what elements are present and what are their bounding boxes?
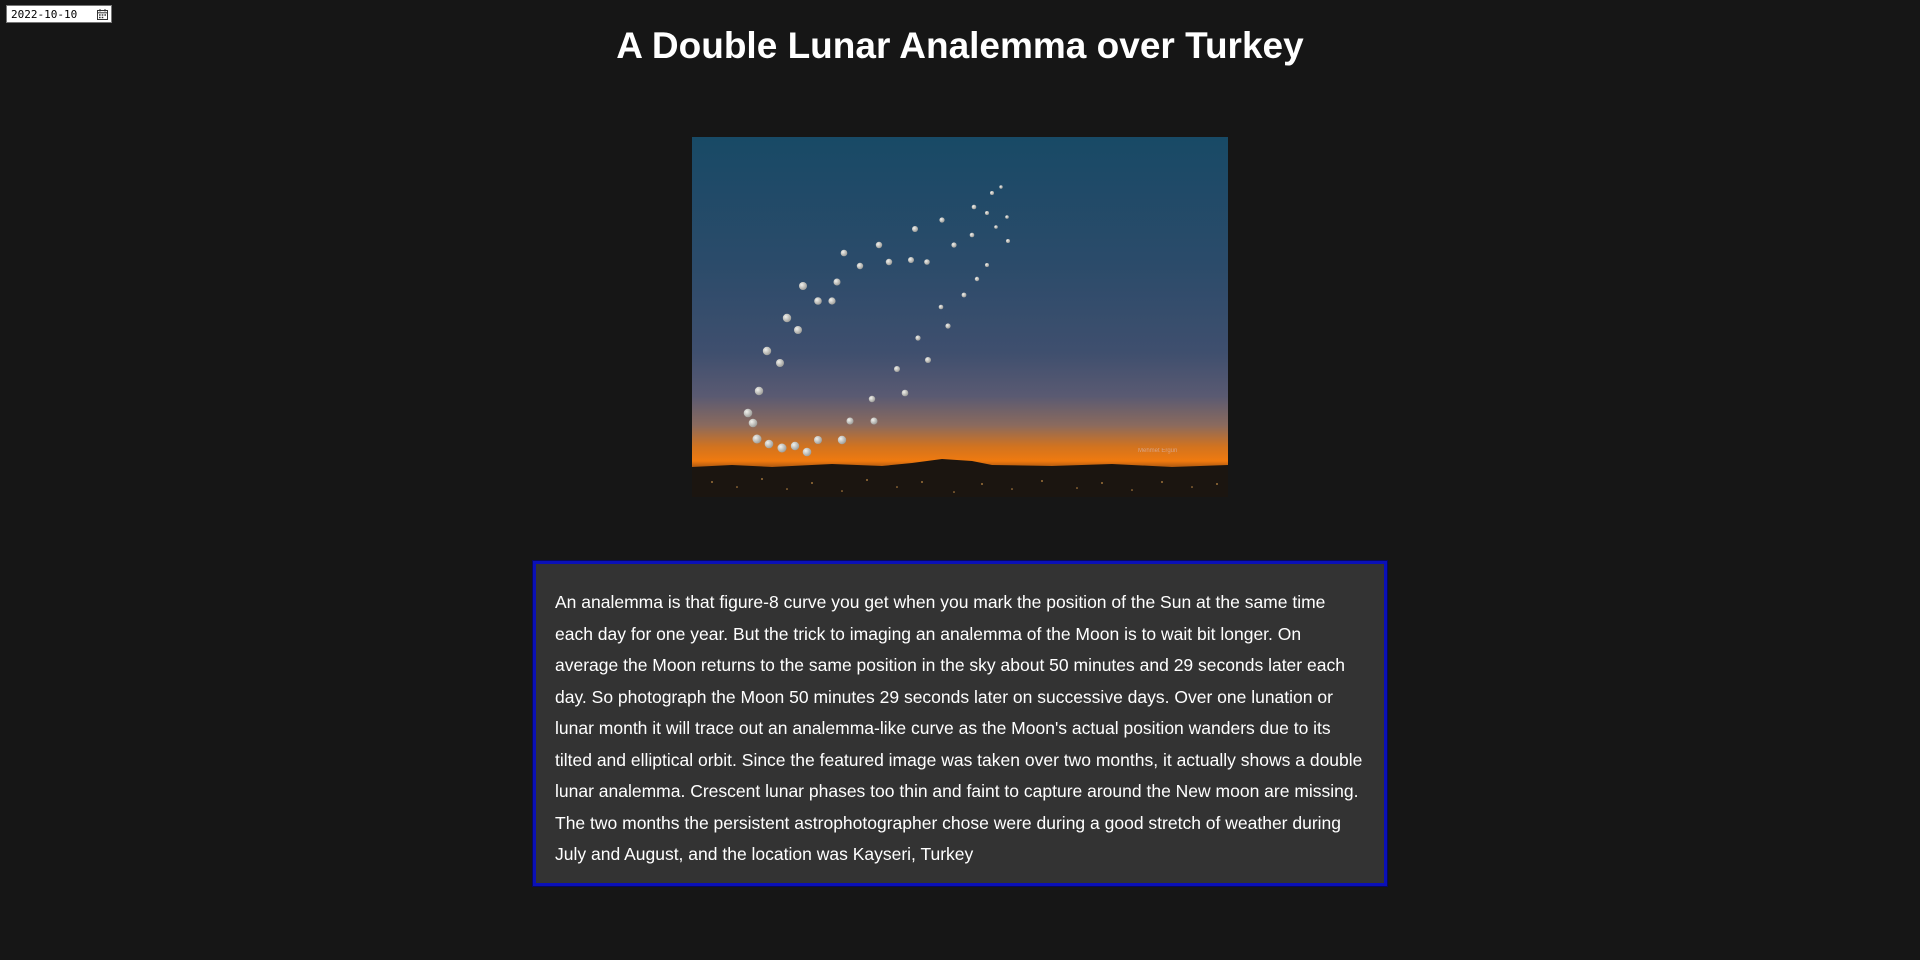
image-watermark: Mehmet Ergün — [1138, 448, 1177, 454]
city-lights — [711, 478, 1218, 493]
calendar-icon[interactable] — [97, 8, 108, 20]
city-skyline — [692, 459, 1228, 497]
explanation-text: An analemma is that figure-8 curve you g… — [555, 592, 1363, 864]
moon-analemma — [743, 185, 1010, 457]
page-title: A Double Lunar Analemma over Turkey — [616, 25, 1304, 66]
date-value: 2022-10-10 — [11, 7, 78, 21]
date-input[interactable]: 2022-10-10 — [6, 5, 112, 23]
apod-image: Mehmet Ergün — [692, 137, 1228, 497]
sky-background — [692, 137, 1228, 497]
explanation-box: An analemma is that figure-8 curve you g… — [533, 561, 1387, 886]
